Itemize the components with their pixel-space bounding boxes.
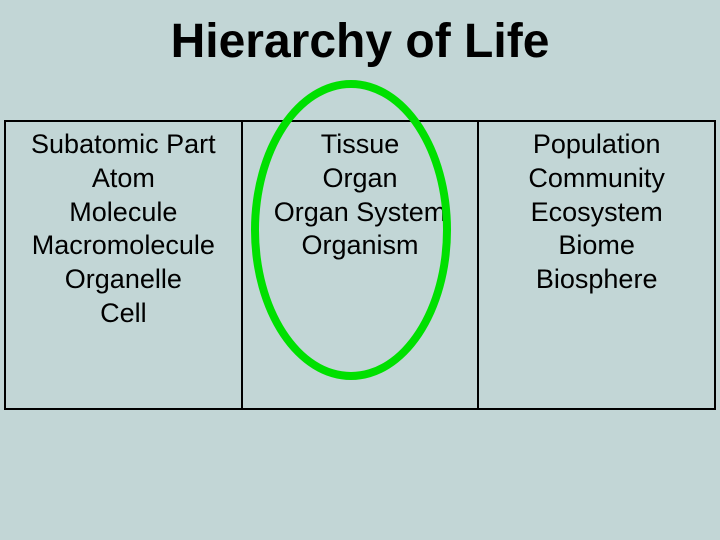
list-item: Ecosystem [479, 196, 714, 230]
list-item: Cell [6, 297, 241, 331]
list-item: Subatomic Part [6, 128, 241, 162]
list-item: Biome [479, 229, 714, 263]
list-item: Community [479, 162, 714, 196]
list-item: Tissue [243, 128, 478, 162]
list-item: Atom [6, 162, 241, 196]
list-item: Organism [243, 229, 478, 263]
list-item: Population [479, 128, 714, 162]
hierarchy-table: Subatomic Part Atom Molecule Macromolecu… [4, 120, 716, 410]
list-item: Organelle [6, 263, 241, 297]
list-item: Organ System [243, 196, 478, 230]
column-1: Subatomic Part Atom Molecule Macromolecu… [6, 122, 241, 408]
page-title: Hierarchy of Life [0, 0, 720, 87]
list-item: Molecule [6, 196, 241, 230]
list-item: Organ [243, 162, 478, 196]
column-2: Tissue Organ Organ System Organism [241, 122, 478, 408]
column-3: Population Community Ecosystem Biome Bio… [477, 122, 714, 408]
list-item: Biosphere [479, 263, 714, 297]
list-item: Macromolecule [6, 229, 241, 263]
